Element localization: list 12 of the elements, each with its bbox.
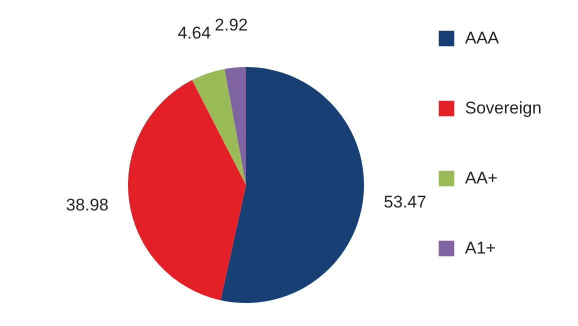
data-label: 38.98 bbox=[66, 196, 109, 215]
pie-slice bbox=[192, 68, 246, 185]
pie-slice bbox=[128, 80, 246, 300]
data-label: 2.92 bbox=[214, 16, 248, 35]
pie-slice bbox=[220, 67, 364, 303]
data-label: 4.64 bbox=[178, 24, 211, 43]
legend-label: A1+ bbox=[465, 238, 496, 258]
legend-label: AA+ bbox=[465, 168, 498, 188]
pie-slice bbox=[224, 67, 246, 185]
legend-label: Sovereign bbox=[465, 98, 542, 118]
data-label: 53.47 bbox=[384, 192, 426, 212]
legend-label: AAA bbox=[465, 28, 500, 48]
